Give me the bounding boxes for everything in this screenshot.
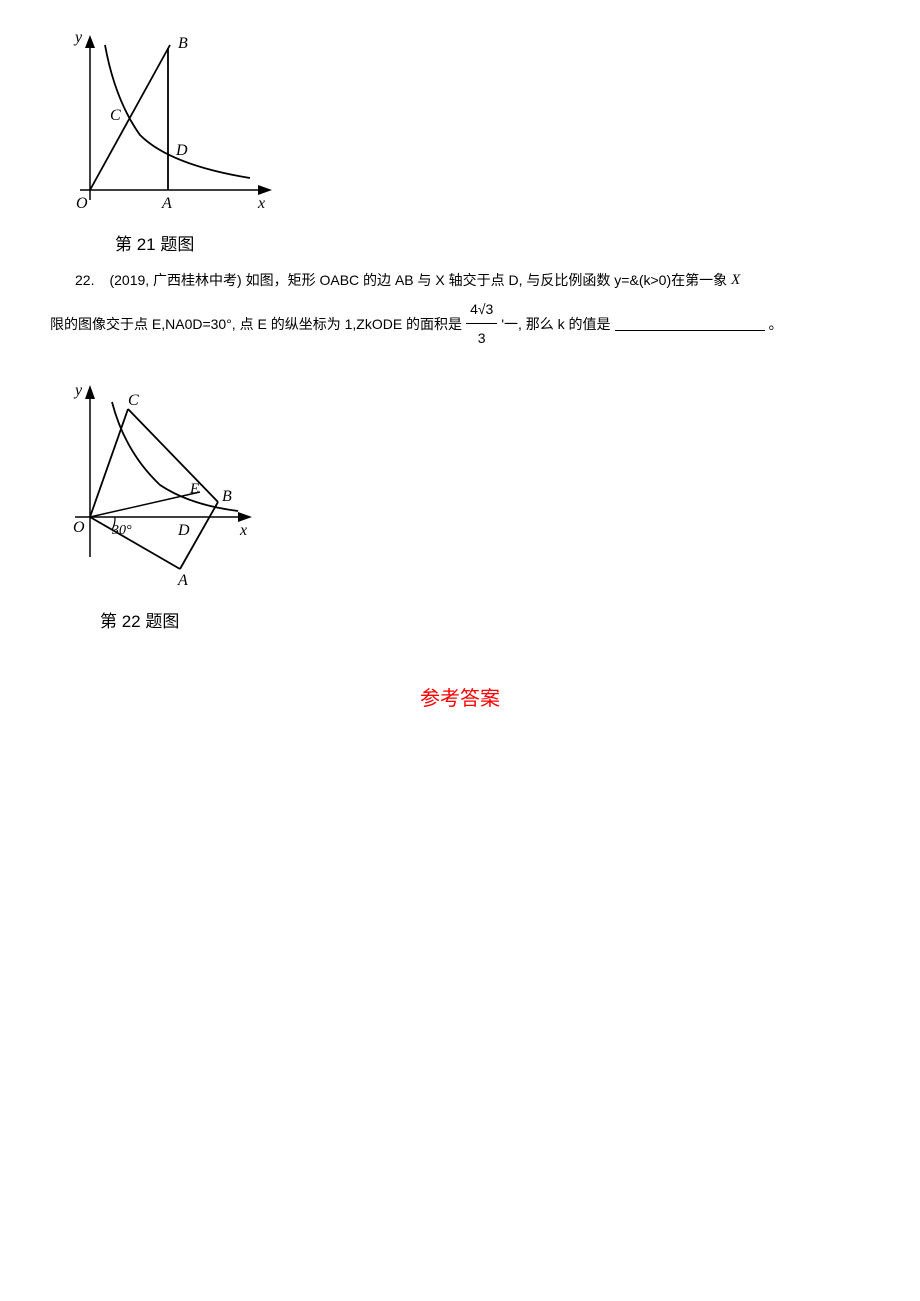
problem-22-line2-prefix: 限的图像交于点 E,NA0D=30°, 点 E 的纵坐标为 1,ZkODE 的面… [50,310,462,338]
problem-22-source: (2019, 广西桂林中考) 如图，矩形 OABC 的边 AB 与 X 轴交于点… [109,266,727,294]
figure-22-caption: 第 22 题图 [50,607,870,632]
fig21-label-C: C [110,107,121,124]
fig22-label-x: x [239,522,247,539]
figure-22-container: y x O A B C D E 30° 第 22 题图 [50,377,870,632]
problem-22-text: 22. (2019, 广西桂林中考) 如图，矩形 OABC 的边 AB 与 X … [50,265,870,352]
line-BC [128,409,218,502]
fraction-denominator: 3 [466,324,497,352]
fig21-label-O: O [76,195,88,212]
problem-22-source-suffix: X [731,265,740,295]
line-CO [90,409,128,517]
problem-22-line2: 限的图像交于点 E,NA0D=30°, 点 E 的纵坐标为 1,ZkODE 的面… [50,295,870,352]
fig22-label-A: A [177,572,188,589]
figure-22-svg: y x O A B C D E 30° [50,377,260,597]
line-OE [90,492,200,517]
fig22-label-C: C [128,392,139,409]
figure-21-caption: 第 21 题图 [50,230,870,255]
problem-22-line1: 22. (2019, 广西桂林中考) 如图，矩形 OABC 的边 AB 与 X … [50,265,870,295]
fig22-label-angle: 30° [111,523,132,538]
problem-22-line2-suffix: 。 [769,310,783,338]
problem-22-number: 22. [75,266,94,294]
fig21-label-y: y [73,30,83,46]
figure-21-svg: y x O A B C D [50,30,280,220]
line-OA [90,517,180,569]
fig22-label-D: D [177,522,190,539]
problem-22-line2-mid: '一, 那么 k 的值是 [501,310,610,338]
fig21-label-D: D [175,142,188,159]
problem-22-fraction: 4√3 3 [466,295,497,352]
fig22-label-E: E [189,481,199,497]
answer-title: 参考答案 [50,682,870,711]
fig21-label-B: B [178,35,188,52]
fig22-label-y: y [73,382,83,399]
figure-21-container: y x O A B C D 第 21 题图 [50,30,870,255]
fig21-label-x: x [257,195,265,212]
fig21-label-A: A [161,195,172,212]
fig22-label-B: B [222,488,232,505]
fig22-label-O: O [73,519,85,536]
fraction-numerator: 4√3 [466,295,497,324]
blank-answer-line [615,317,765,331]
